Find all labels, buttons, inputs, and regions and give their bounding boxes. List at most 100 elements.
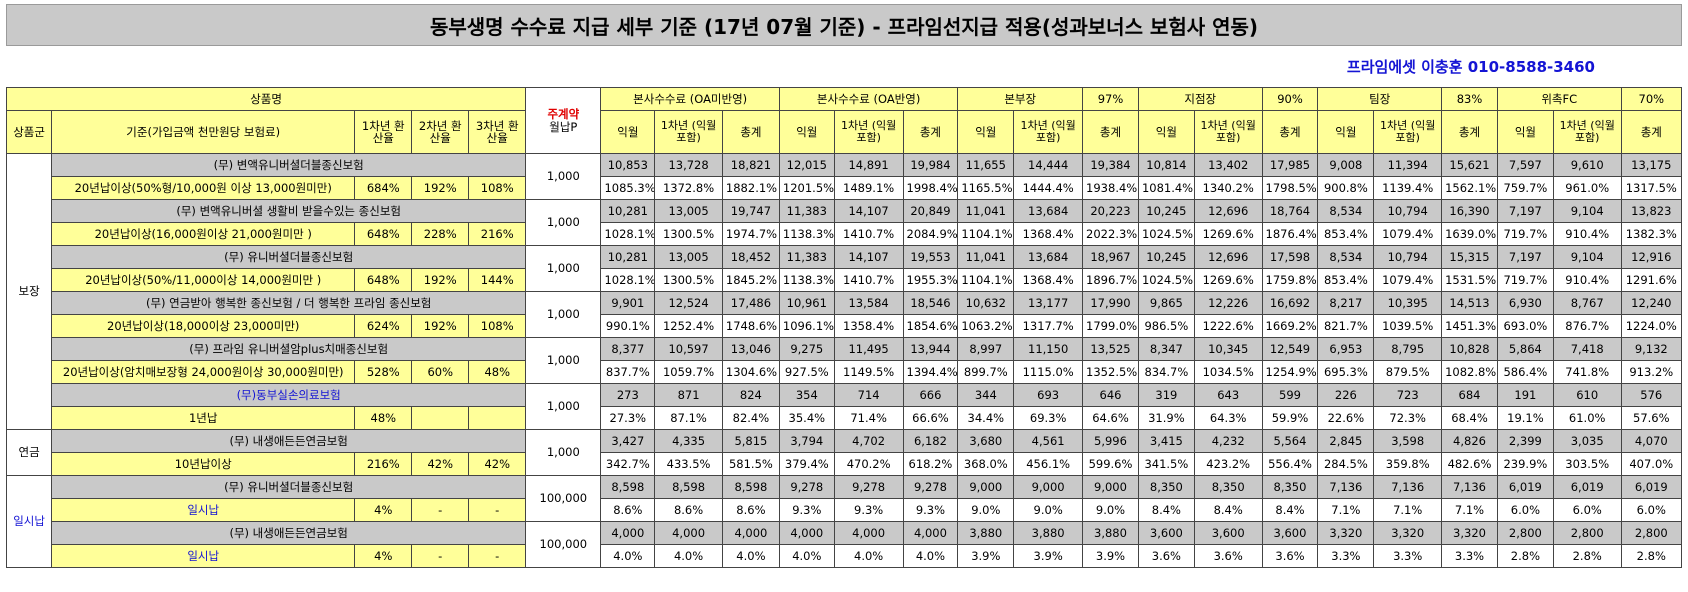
commission-amount: 610 — [1552, 383, 1622, 407]
rate-year-1: 216% — [354, 452, 413, 476]
commission-amount: 13,402 — [1193, 153, 1263, 177]
commission-amount: 7,136 — [1373, 475, 1443, 499]
commission-amount: 13,684 — [1013, 199, 1084, 223]
rate-year-1: 648% — [354, 222, 413, 246]
commission-rate: 4.0% — [902, 544, 959, 568]
commission-amount: 10,853 — [600, 153, 656, 177]
product-row-bottom: 20년납이상(18,000이상 23,000미만) 624% 192% 108% 990… — [7, 314, 1683, 338]
rate-year-2: 60% — [411, 360, 470, 384]
product-row-bottom: 1년납 48% 27.3% 87.1% 82.4% 35.4% 71.4% 66.6% 34.4… — [7, 406, 1683, 430]
commission-amount: 7,136 — [1441, 475, 1498, 499]
commission-rate: 1340.2% — [1193, 176, 1263, 200]
commission-amount: 4,000 — [654, 521, 723, 545]
commission-rate: 1085.3% — [600, 176, 656, 200]
commission-amount: 13,584 — [833, 291, 904, 315]
commission-rate: 8.6% — [600, 498, 656, 522]
table-body: 보장 (무) 변액유니버셜더블종신보험 1,000 10,853 13,728 18,82… — [5, 153, 1683, 568]
commission-amount: 599 — [1261, 383, 1319, 407]
commission-amount: 9,000 — [957, 475, 1015, 499]
commission-rate: 1269.6% — [1193, 222, 1263, 246]
commission-rate: 2.8% — [1552, 544, 1622, 568]
product-group: 보장 — [5, 153, 53, 430]
header-section-1: 본사수수료 (OA반영) — [778, 87, 959, 111]
commission-amount: 18,546 — [902, 291, 959, 315]
commission-rate: 1224.0% — [1620, 314, 1683, 338]
commission-amount: 4,232 — [1193, 429, 1263, 453]
commission-amount: 14,107 — [833, 199, 904, 223]
header-rate-1: 1차년 환산율 — [354, 110, 413, 154]
commission-rate: 1562.1% — [1441, 176, 1498, 200]
commission-rate: 1252.4% — [654, 314, 723, 338]
commission-rate: 1358.4% — [833, 314, 904, 338]
header-sub-4-2: 총계 — [1441, 110, 1498, 154]
header-rate-2: 2차년 환산율 — [411, 110, 470, 154]
commission-amount: 12,916 — [1620, 245, 1683, 269]
rate-year-3 — [468, 406, 527, 430]
product-row-bottom: 20년납이상(50%/11,000이상 14,000원미만 ) 648% 192% 1… — [7, 268, 1683, 292]
commission-amount: 9,275 — [778, 337, 835, 361]
commission-amount: 666 — [902, 383, 959, 407]
commission-rate: 61.0% — [1552, 406, 1622, 430]
header-sub-4-0: 익월 — [1317, 110, 1375, 154]
commission-amount: 643 — [1193, 383, 1263, 407]
commission-rate: 741.8% — [1552, 360, 1622, 384]
commission-rate: 239.9% — [1496, 452, 1554, 476]
header-sub-3-0: 익월 — [1137, 110, 1195, 154]
commission-amount: 10,281 — [600, 199, 656, 223]
payment-term: 20년납이상(16,000원이상 21,000원미만 ) — [51, 222, 356, 246]
header-sub-1-2: 총계 — [902, 110, 959, 154]
product-name: (무) 변액유니버셜 생활비 받을수있는 종신보험 — [51, 199, 527, 223]
rate-year-2: - — [411, 498, 470, 522]
commission-amount: 7,597 — [1496, 153, 1554, 177]
commission-amount: 9,278 — [833, 475, 904, 499]
monthly-premium-value: 1,000 — [525, 153, 602, 200]
commission-amount: 6,930 — [1496, 291, 1554, 315]
commission-amount: 10,794 — [1373, 245, 1443, 269]
monthly-premium-value: 1,000 — [525, 245, 602, 292]
commission-rate: 1444.4% — [1013, 176, 1084, 200]
header-section-5: 위촉FC — [1496, 87, 1622, 111]
commission-rate: 1300.5% — [654, 222, 723, 246]
commission-rate: 1201.5% — [778, 176, 835, 200]
commission-amount: 10,961 — [778, 291, 835, 315]
commission-amount: 8,347 — [1137, 337, 1195, 361]
commission-amount: 3,880 — [1082, 521, 1139, 545]
commission-rate: 9.3% — [902, 498, 959, 522]
commission-rate: 759.7% — [1496, 176, 1554, 200]
commission-rate: 913.2% — [1620, 360, 1683, 384]
commission-rate: 1304.6% — [721, 360, 780, 384]
product-row-bottom: 일시납 4% - -8.6% 8.6% 8.6% 9.3% 9.3% 9.3% 9.0% 9.0% 9… — [7, 498, 1683, 522]
commission-rate: 8.4% — [1193, 498, 1263, 522]
header-sub-0-0: 익월 — [600, 110, 656, 154]
product-row-top: 연금 (무) 내생애든든연금보험 1,000 3,427 4,335 5,815 3,794… — [5, 429, 1683, 476]
commission-rate: 7.1% — [1317, 498, 1375, 522]
product-row-top: 보장 (무) 변액유니버셜더블종신보험 1,000 10,853 13,728 18,82… — [5, 153, 1683, 430]
commission-rate: 19.1% — [1496, 406, 1554, 430]
commission-amount: 13,728 — [654, 153, 723, 177]
commission-rate: 4.0% — [654, 544, 723, 568]
commission-amount: 15,315 — [1441, 245, 1498, 269]
commission-rate: 64.3% — [1193, 406, 1263, 430]
commission-rate: 35.4% — [778, 406, 835, 430]
rate-year-2 — [411, 406, 470, 430]
commission-rate: 423.2% — [1193, 452, 1263, 476]
commission-rate: 1079.4% — [1373, 222, 1443, 246]
commission-rate: 8.4% — [1261, 498, 1319, 522]
commission-rate: 3.6% — [1137, 544, 1195, 568]
commission-rate: 853.4% — [1317, 222, 1375, 246]
commission-amount: 319 — [1137, 383, 1195, 407]
product-group: 일시납 — [5, 475, 53, 568]
commission-amount: 19,984 — [902, 153, 959, 177]
commission-rate: 456.1% — [1013, 452, 1084, 476]
commission-amount: 8,598 — [721, 475, 780, 499]
commission-rate: 618.2% — [902, 452, 959, 476]
commission-rate: 1138.3% — [778, 268, 835, 292]
commission-rate: 64.6% — [1082, 406, 1139, 430]
rate-year-1: 4% — [354, 498, 413, 522]
commission-amount: 10,597 — [654, 337, 723, 361]
commission-amount: 5,996 — [1082, 429, 1139, 453]
commission-amount: 3,035 — [1552, 429, 1622, 453]
commission-rate: 1451.3% — [1441, 314, 1498, 338]
header-section-0: 본사수수료 (OA미반영) — [600, 87, 780, 111]
commission-amount: 8,350 — [1193, 475, 1263, 499]
